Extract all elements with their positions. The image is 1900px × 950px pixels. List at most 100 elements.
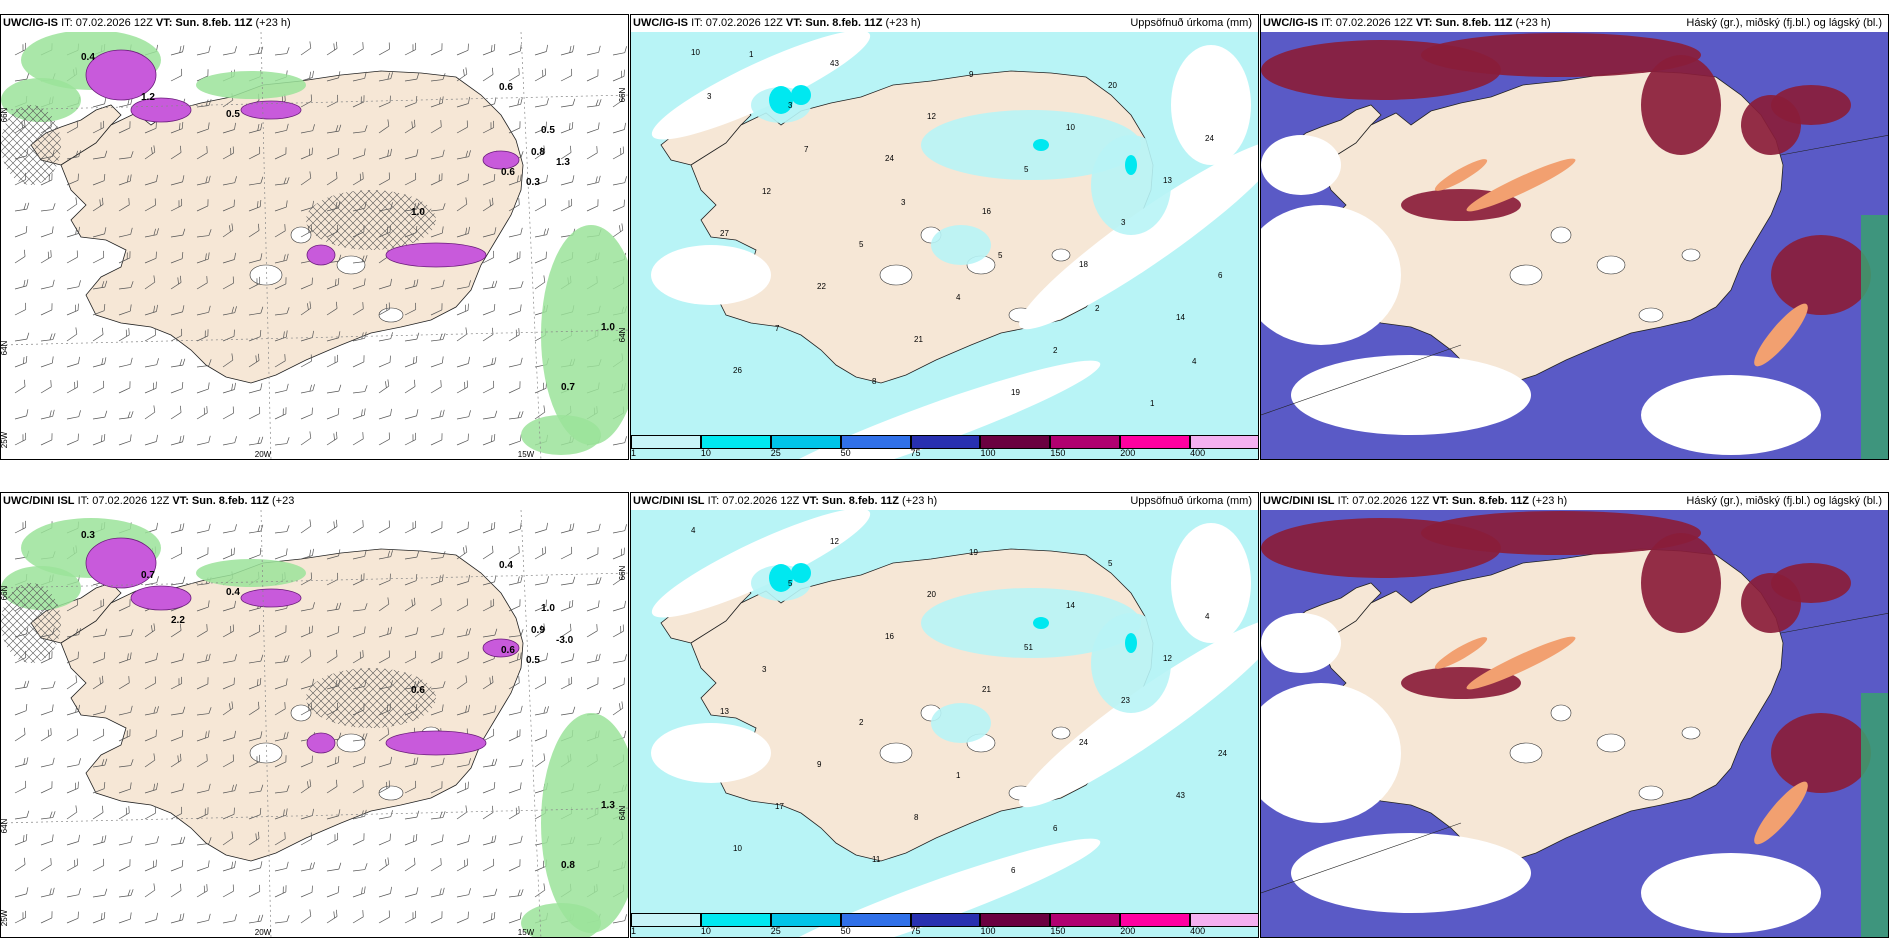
dry-sea-area [1019,618,1258,808]
wind-barb [144,405,156,420]
wind-barb [612,547,625,560]
wind-barb [508,522,522,534]
wind-barb [170,405,182,420]
wind-barb [300,779,312,794]
wind-barb [14,72,30,82]
wind-barb [456,704,470,716]
wind-barb [508,411,524,420]
wind-barb [560,98,576,108]
wind-barb [404,857,416,872]
wind-barb [482,433,496,446]
map-accumulated-precip: 4516212443101220512324171119141213986543… [631,508,1258,937]
boundary-line [1261,822,1462,894]
precip-value-label: 0.6 [411,685,425,696]
wind-barb [118,411,134,420]
colorbar-swatch [910,913,981,927]
wind-barb [66,280,81,290]
wind-barb [66,834,80,846]
wind-barb [248,253,263,264]
wind-barb [300,200,314,212]
wind-barb [534,599,547,612]
colorbar-swatch [631,913,701,927]
wind-barb [92,805,104,820]
precip-value-label: 1.3 [601,800,615,811]
wind-barb [14,520,27,534]
wind-barb [378,780,390,794]
wind-barb [430,911,443,924]
wind-barb [326,602,342,612]
wind-barb [40,728,52,742]
wind-barb [14,680,30,690]
wind-barb [586,600,600,612]
wind-barb [326,431,338,446]
wind-barb [222,547,235,560]
wind-barb [352,886,366,898]
wind-barb [378,727,390,742]
wind-barb [612,571,624,586]
wind-barb [248,223,260,238]
wind-barb [300,407,313,420]
accum-value-label: 43 [830,59,839,68]
wind-barb [92,410,108,420]
wind-barb [92,858,105,872]
wind-barb [326,809,341,820]
meridian-label: 20W [255,450,272,459]
wind-barb [612,223,624,238]
wind-barb [612,654,627,664]
wind-barb [248,731,263,742]
wind-barb [222,176,237,186]
wind-barb [300,625,313,638]
wind-barb [40,858,52,872]
wind-barb [482,197,494,212]
wind-barb [40,226,54,238]
wind-barb [300,755,313,768]
wind-barb [300,678,314,690]
precip-value-label: 0.7 [561,382,575,393]
precip-area [1091,613,1171,713]
wind-barb [144,652,158,664]
wind-barb [274,200,288,212]
wind-barb [66,781,79,794]
wind-barb [118,759,134,768]
wind-barb [196,45,211,56]
wind-barb [170,913,185,924]
wind-barb [430,73,446,82]
wind-barb [456,43,469,56]
wind-barb [40,433,53,446]
wind-barb [352,125,368,134]
wind-barb [300,885,313,898]
wind-barb [248,123,263,134]
dry-sea-area [1019,140,1258,330]
boundary-line [1780,135,1888,156]
wind-barb [196,359,212,368]
wind-barb [404,520,417,534]
wind-barb [612,93,624,108]
wind-barb [560,706,576,716]
latitude-label: 66N [1,107,9,122]
heavy-precip-area [791,563,811,583]
wind-barb [66,150,81,160]
wind-barb [508,859,521,872]
precip-value-label: 1.3 [556,157,570,168]
wind-barb [118,912,132,924]
low-cloud-area [1466,636,1576,690]
heavy-precip-area [1125,633,1137,653]
wind-barb [170,753,182,768]
low-cloud-area [1754,781,1808,845]
wind-barb [352,520,364,534]
wind-barb [300,548,314,560]
accum-value-label: 5 [788,579,793,588]
wind-barb [222,382,236,394]
wind-barb [14,727,26,742]
accum-value-label: 5 [859,240,864,249]
wind-barb [352,603,368,612]
wind-barb [456,521,469,534]
dry-sea-area [1171,523,1251,643]
wind-barb [352,172,364,186]
wind-barb [534,405,546,420]
wind-barb [144,434,158,446]
wind-barb [14,857,26,872]
wind-barb [378,95,391,108]
wind-barb [430,627,445,638]
wind-barb [430,551,446,560]
